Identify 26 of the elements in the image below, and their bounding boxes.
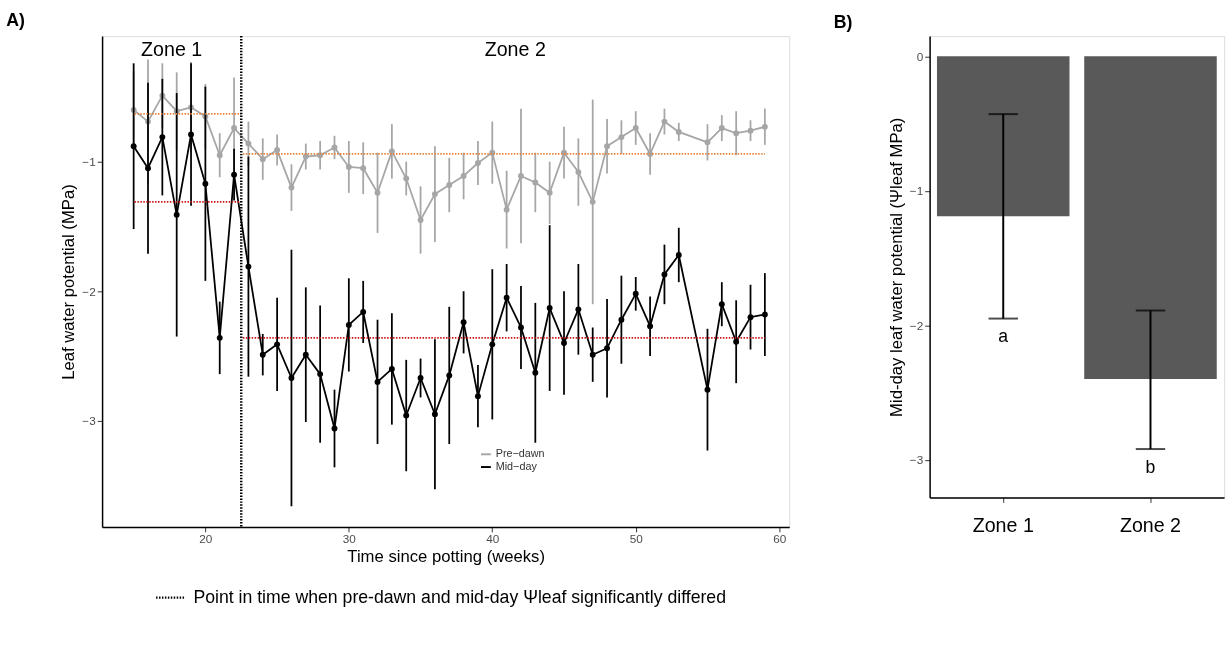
y-tick-label: 0 <box>916 49 924 63</box>
x-tick-label: 30 <box>342 532 357 546</box>
legend-label: Mid−day <box>495 459 538 472</box>
y-axis-title: Leaf water potential (MPa) <box>59 184 79 380</box>
legend-label: Pre−dawn <box>495 447 545 460</box>
annotation: Zone 1 <box>141 37 203 60</box>
y-tick-label: −3 <box>82 414 97 428</box>
y-tick-label: −1 <box>82 155 96 169</box>
annotation: b <box>1145 456 1156 477</box>
x-axis-title: Time since potting (weeks) <box>347 546 545 566</box>
annotation: a <box>998 326 1009 347</box>
x-tick-label: Zone 1 <box>972 514 1034 537</box>
annotation: Zone 2 <box>484 37 546 60</box>
x-tick-label: 60 <box>773 532 787 546</box>
chart-title: A) <box>6 9 25 30</box>
y-tick-label: −3 <box>909 453 924 467</box>
chart-title: B) <box>833 12 853 33</box>
x-tick-label: 20 <box>199 532 213 546</box>
y-axis-title: Mid-day leaf water potential (Ψleaf MPa) <box>886 117 906 417</box>
x-tick-label: 40 <box>486 532 500 546</box>
x-tick-label: Zone 2 <box>1119 514 1182 537</box>
y-tick-label: −2 <box>82 284 96 298</box>
y-tick-label: −2 <box>909 318 924 332</box>
legend-label: Point in time when pre-dawn and mid-day Ψleaf significantly differed <box>193 586 727 607</box>
y-tick-label: −1 <box>909 184 924 198</box>
x-tick-label: 50 <box>629 532 644 546</box>
